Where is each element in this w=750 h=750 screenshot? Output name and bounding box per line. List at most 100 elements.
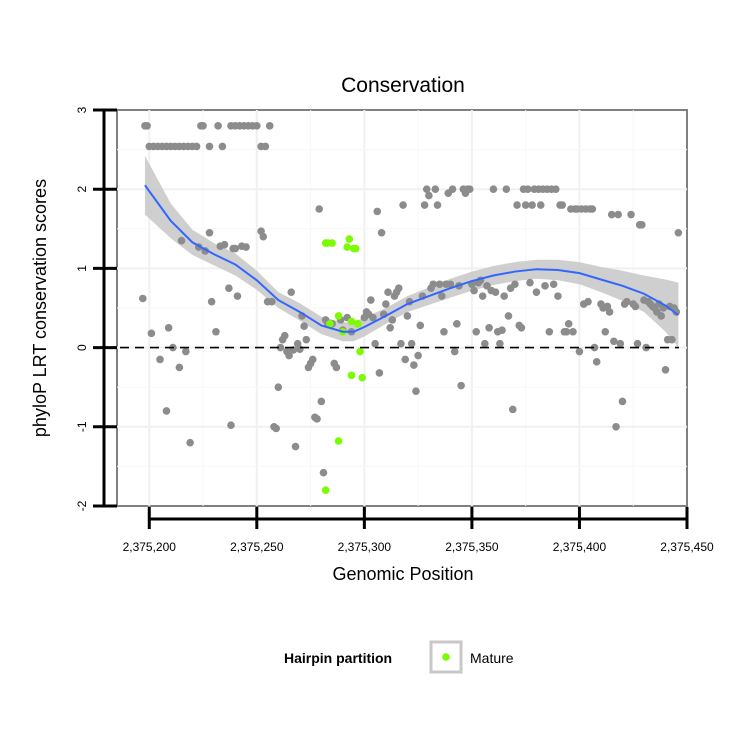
data-point-mature bbox=[354, 320, 362, 328]
data-point bbox=[638, 221, 646, 229]
data-point bbox=[332, 363, 341, 372]
data-point-mature bbox=[321, 486, 330, 494]
data-point bbox=[139, 294, 147, 303]
data-point bbox=[472, 327, 481, 336]
data-point bbox=[554, 292, 562, 300]
x-tick-label: 2,375,300 bbox=[338, 540, 392, 554]
data-point bbox=[397, 339, 405, 348]
data-point bbox=[631, 302, 640, 311]
legend-title: Hairpin partition bbox=[284, 650, 392, 666]
data-point bbox=[410, 361, 418, 369]
data-point bbox=[214, 122, 222, 130]
data-point bbox=[435, 280, 444, 289]
data-point bbox=[532, 288, 541, 296]
data-point bbox=[502, 185, 511, 193]
data-point-mature bbox=[347, 317, 356, 326]
y-tick-label: 2 bbox=[75, 186, 89, 193]
data-point bbox=[500, 292, 508, 300]
data-point bbox=[498, 326, 506, 334]
legend: Hairpin partition Mature bbox=[284, 640, 514, 674]
data-point bbox=[274, 383, 283, 392]
data-point bbox=[231, 244, 240, 253]
data-point bbox=[143, 122, 151, 130]
data-point bbox=[491, 288, 500, 296]
data-point bbox=[511, 280, 519, 289]
data-point bbox=[300, 322, 308, 331]
data-point-mature bbox=[334, 312, 343, 320]
data-point bbox=[674, 228, 683, 237]
data-point bbox=[296, 345, 304, 353]
data-point bbox=[218, 142, 227, 151]
x-tick-label: 2,375,200 bbox=[123, 540, 177, 554]
data-point-mature bbox=[326, 320, 334, 328]
data-point bbox=[433, 201, 442, 209]
data-point bbox=[156, 355, 164, 364]
data-point bbox=[382, 300, 390, 308]
data-point bbox=[526, 278, 534, 287]
data-point-mature bbox=[328, 239, 336, 247]
data-point bbox=[448, 185, 457, 193]
data-point bbox=[622, 297, 631, 306]
data-point bbox=[592, 358, 601, 366]
x-axis: 2,375,200 2,375,250 2,375,300 2,375,350 2,37… bbox=[123, 507, 714, 554]
data-point bbox=[399, 201, 407, 209]
data-point bbox=[478, 292, 487, 300]
data-point bbox=[205, 228, 214, 237]
data-point bbox=[633, 339, 642, 348]
data-point bbox=[291, 442, 300, 451]
data-point bbox=[319, 468, 328, 477]
chart-title: Conservation bbox=[341, 74, 465, 97]
data-point bbox=[453, 320, 461, 328]
data-point bbox=[313, 415, 321, 423]
data-point bbox=[528, 201, 536, 209]
data-point bbox=[513, 201, 521, 209]
data-point bbox=[253, 122, 261, 130]
data-point bbox=[302, 335, 311, 344]
data-point bbox=[610, 337, 618, 346]
data-point bbox=[614, 210, 622, 219]
x-tick-label: 2,375,250 bbox=[230, 540, 284, 554]
data-point bbox=[367, 296, 375, 304]
data-point bbox=[207, 297, 216, 306]
data-point bbox=[261, 142, 270, 151]
data-point bbox=[407, 339, 416, 348]
plot-panel bbox=[116, 109, 688, 507]
data-point-mature bbox=[358, 373, 367, 382]
data-point bbox=[551, 185, 560, 193]
x-tick-label: 2,375,450 bbox=[660, 540, 714, 554]
data-point bbox=[569, 327, 577, 336]
data-point bbox=[588, 205, 597, 213]
data-point bbox=[403, 312, 412, 320]
data-point bbox=[627, 210, 635, 219]
data-point bbox=[465, 185, 474, 193]
data-point-mature bbox=[356, 347, 364, 356]
data-point bbox=[272, 424, 280, 433]
data-point bbox=[259, 232, 268, 241]
data-point bbox=[489, 185, 498, 193]
data-point bbox=[549, 280, 558, 289]
data-point bbox=[164, 324, 173, 332]
data-point bbox=[192, 142, 201, 151]
data-point bbox=[450, 347, 459, 356]
data-point bbox=[265, 122, 274, 130]
legend-label-mature: Mature bbox=[470, 650, 514, 666]
data-point bbox=[375, 369, 384, 377]
data-point bbox=[584, 297, 592, 306]
data-point bbox=[668, 335, 676, 344]
data-point bbox=[429, 280, 437, 289]
data-point bbox=[371, 339, 379, 348]
grid-layer bbox=[117, 110, 687, 506]
data-point bbox=[276, 343, 285, 352]
points-mature bbox=[321, 235, 367, 494]
data-point bbox=[177, 236, 186, 245]
data-point bbox=[446, 280, 455, 289]
data-point bbox=[199, 122, 207, 130]
data-point bbox=[601, 327, 610, 336]
data-point bbox=[616, 339, 625, 348]
data-point bbox=[590, 343, 599, 352]
data-point-mature bbox=[345, 235, 354, 243]
smooth-line bbox=[144, 184, 679, 333]
data-point bbox=[285, 351, 293, 360]
data-point bbox=[618, 397, 627, 406]
data-point bbox=[308, 355, 317, 364]
